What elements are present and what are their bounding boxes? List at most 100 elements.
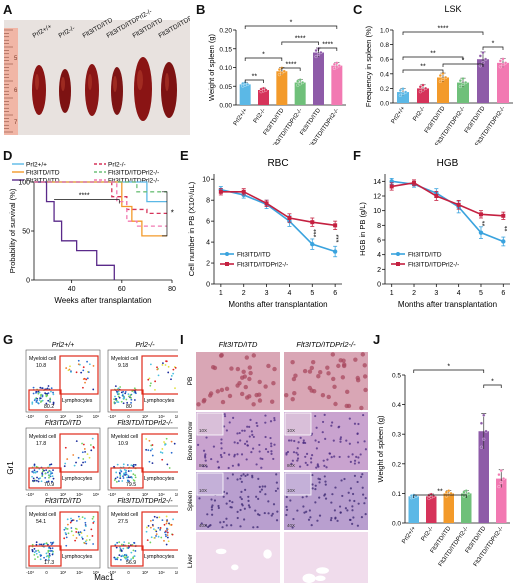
cell <box>261 457 264 461</box>
flow-event <box>44 472 47 475</box>
ruler-label-7: 7 <box>14 120 18 126</box>
flow-event <box>160 536 163 539</box>
cell <box>289 499 292 502</box>
flow-event <box>167 371 170 374</box>
flow-event <box>79 531 82 533</box>
flow-x-tick: 0 <box>127 492 130 497</box>
cell <box>307 369 313 374</box>
data-point <box>497 485 501 489</box>
cell <box>328 452 331 455</box>
flow-event <box>132 479 135 481</box>
panel-a-label-4: Flt3ITD/ITDPrl2-/- <box>106 8 154 40</box>
cell <box>287 439 291 442</box>
flow-x-tick: 10³ <box>142 414 149 419</box>
flow-event <box>64 446 67 449</box>
flow-event <box>127 542 130 545</box>
cell <box>359 405 364 411</box>
flow-event <box>31 543 34 546</box>
flow-event <box>82 443 85 446</box>
flow-event <box>122 402 125 405</box>
bar <box>258 90 269 105</box>
data-point <box>479 445 483 449</box>
cell <box>322 459 325 462</box>
flow-event <box>36 401 39 404</box>
significance-label: * <box>262 52 265 59</box>
flow-event <box>174 387 176 390</box>
legend-label: Flt3ITD/ITD <box>26 178 60 185</box>
cell <box>264 485 267 488</box>
cell <box>341 494 344 498</box>
cell <box>331 421 334 424</box>
cell <box>205 436 208 439</box>
flow-event <box>78 518 81 521</box>
data-point <box>432 494 436 498</box>
cell <box>251 476 254 479</box>
cell <box>236 510 239 513</box>
flow-event <box>155 533 158 535</box>
cell <box>256 392 262 397</box>
flow-event <box>124 390 127 393</box>
flow-event <box>31 549 34 551</box>
flow-event <box>65 544 68 547</box>
cell <box>336 519 339 522</box>
cell <box>204 456 207 459</box>
flow-event <box>127 470 130 472</box>
flow-event <box>45 555 48 558</box>
cell <box>239 525 242 528</box>
flow-event <box>120 391 123 394</box>
panel-letter-a: A <box>3 2 13 17</box>
flow-event <box>125 398 128 401</box>
flow-event <box>34 558 36 560</box>
cell <box>290 396 295 402</box>
myeloid-gate <box>59 433 99 473</box>
significance-bracket <box>244 79 264 83</box>
myeloid-label: Myeloid cell <box>29 356 56 362</box>
flow-event <box>32 392 35 395</box>
flow-event <box>78 533 81 536</box>
flow-event <box>125 469 128 472</box>
y-tick-label: 0.4 <box>392 402 401 409</box>
cell <box>353 499 356 503</box>
data-point <box>501 57 505 61</box>
panel-letter-e: E <box>180 148 189 163</box>
cell <box>333 509 336 512</box>
data-point <box>501 63 505 67</box>
flow-event <box>77 531 80 534</box>
significance-label: *** <box>336 234 343 242</box>
flow-event <box>120 543 123 546</box>
cell <box>252 435 255 439</box>
flow-event <box>145 530 148 533</box>
cell <box>248 435 251 438</box>
cell <box>349 460 352 463</box>
cell <box>361 486 364 489</box>
flow-event <box>33 469 36 472</box>
significance-bracket <box>161 191 168 237</box>
lymphocyte-label: Lymphocytes <box>144 398 175 404</box>
flow-event <box>157 526 160 529</box>
cell <box>357 456 360 459</box>
chart-title: LSK <box>444 4 461 14</box>
cell <box>270 442 273 445</box>
flow-event <box>40 543 43 546</box>
cell <box>255 421 258 425</box>
flow-event <box>150 536 153 539</box>
myeloid-value: 10.8 <box>36 363 46 369</box>
flow-event <box>63 537 66 540</box>
flow-event <box>35 552 38 555</box>
cell <box>351 522 354 525</box>
flow-x-tick: 10³ <box>60 414 67 419</box>
flow-event <box>66 458 69 460</box>
histology-inset <box>196 472 224 496</box>
bar <box>397 92 409 103</box>
bar <box>276 71 288 105</box>
cell <box>326 458 329 461</box>
histology-inset <box>196 412 224 436</box>
flow-event <box>114 398 117 401</box>
flow-event <box>66 518 69 521</box>
flow-event <box>149 519 152 522</box>
cell <box>231 464 234 467</box>
myeloid-value: 54.1 <box>36 519 46 525</box>
cell <box>274 489 278 493</box>
y-axis-label: HGB in PB (g/L) <box>358 202 367 256</box>
cell <box>276 510 279 513</box>
